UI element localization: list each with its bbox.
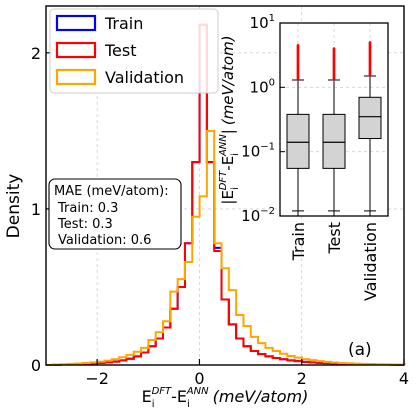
box-outlier-point [368, 41, 372, 44]
mae-test: Test: 0.3 [57, 217, 113, 232]
mae-validation: Validation: 0.6 [58, 233, 151, 248]
histogram-frame [45, 5, 405, 366]
box-outlier-point [296, 44, 300, 47]
legend-label-validation: Validation [105, 68, 184, 87]
histogram-series-group [46, 23, 406, 366]
box-iqr [322, 113, 346, 169]
histogram-x-ticks: −2 0 2 4 [85, 359, 409, 388]
histogram-legend: Train Test Validation [49, 8, 219, 94]
y-tick-label: 0 [31, 356, 41, 375]
mae-title: MAE (meV/atom): [54, 184, 169, 199]
mae-train: Train: 0.3 [57, 201, 118, 216]
mae-textbox-frame [48, 178, 182, 250]
inset-y-tick-label: 10−2 [241, 206, 275, 225]
inset-x-tick-label: Train [289, 222, 308, 261]
inset-y-tick-label: 101 [250, 13, 275, 32]
legend-label-test: Test [104, 41, 137, 60]
inset-x-tick-label: Test [325, 222, 344, 255]
x-tick-label: 0 [194, 369, 204, 388]
inset-y-axis-label: |EiDFT-EiANN|(meV/atom) [218, 35, 241, 204]
y-tick-label: 1 [31, 200, 41, 219]
x-tick-label: 4 [399, 369, 409, 388]
box-iqr [358, 96, 382, 140]
inset-x-tick-label: Validation [361, 222, 380, 301]
x-tick-label: −2 [85, 369, 109, 388]
histogram-series-validation [46, 129, 406, 366]
box-outlier-point [332, 47, 336, 50]
histogram-chart: −2 0 2 4 012 Density EiDFT-EiANN (meV/atom) … [4, 5, 409, 410]
legend-label-train: Train [104, 14, 143, 33]
legend-swatch-train [55, 14, 97, 32]
inset-y-ticks: 10−2 10−1 100 101 [241, 13, 285, 225]
box-iqr [286, 113, 310, 169]
panel-annotation: (a) [348, 340, 372, 360]
inset-y-tick-label: 100 [250, 77, 275, 96]
inset-y-tick-label: 10−1 [241, 142, 275, 161]
x-tick-label: 2 [297, 369, 307, 388]
legend-swatch-validation [55, 68, 97, 86]
y-tick-label: 2 [31, 44, 41, 63]
inset-boxplot-chart: 10−2 10−1 100 101 Train Test Validation |EiDF… [218, 13, 389, 301]
legend-swatch-test [55, 41, 97, 59]
histogram-x-axis-label: EiDFT-EiANN (meV/atom) [142, 386, 309, 410]
mae-textbox: MAE (meV/atom): Train: 0.3 Test: 0.3 Val… [48, 178, 182, 250]
inset-boxes-group [286, 41, 382, 212]
histogram-y-axis-label: Density [4, 174, 24, 239]
inset-x-ticks: Train Test Validation [289, 211, 380, 301]
